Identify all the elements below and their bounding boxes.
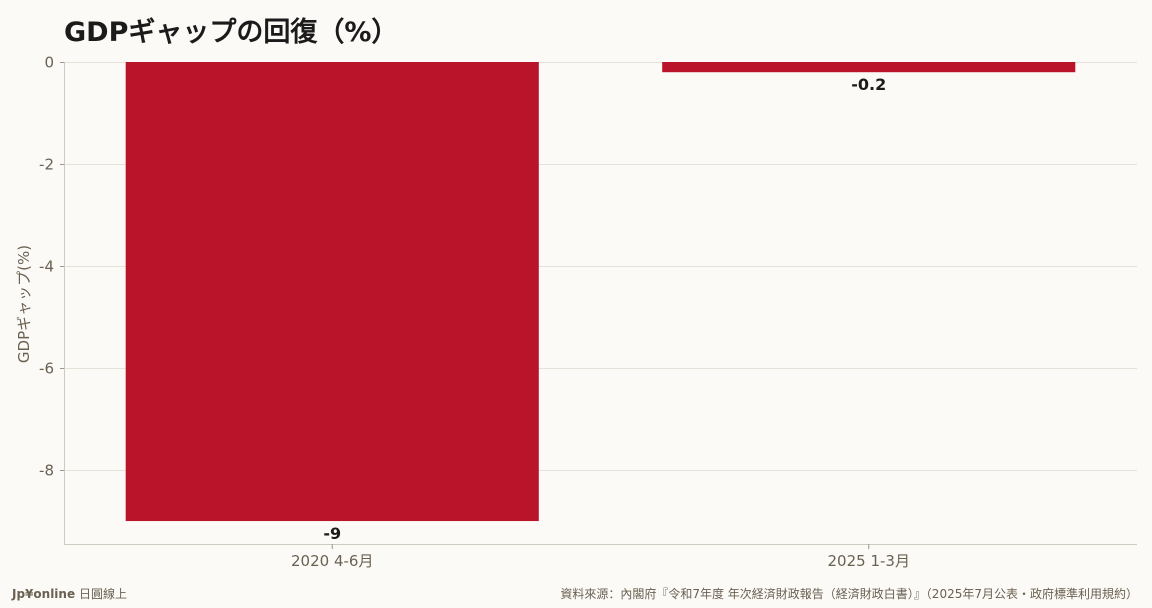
y-tick-label: 0: [44, 54, 54, 72]
data-label: -9: [323, 524, 341, 543]
x-tick-label: 2025 1-3月: [828, 552, 910, 570]
ticks: 0 -2 -4 -6 -8 2020 4-6月 2025 1-3月: [39, 54, 910, 571]
bar: [662, 62, 1076, 73]
data-labels: -9 -0.2: [323, 75, 886, 543]
footer-brand: Jp¥online 日圓線上: [12, 585, 127, 602]
data-label: -0.2: [851, 75, 886, 94]
y-tick-label: -8: [39, 462, 54, 480]
brand-name: Jp¥online: [12, 587, 76, 601]
y-tick-label: -4: [39, 258, 54, 276]
chart-title: GDPギャップの回復（%）: [64, 17, 399, 48]
axes: GDPギャップ(%): [15, 62, 1137, 545]
footer-source: 資料來源：內閣府『令和7年度 年次経済財政報告（経済財政白書）』（2025年7月…: [560, 587, 1138, 601]
y-tick-label: -6: [39, 360, 54, 378]
x-tick-label: 2020 4-6月: [291, 552, 373, 570]
y-axis-label: GDPギャップ(%): [15, 245, 33, 363]
brand-suffix: 日圓線上: [78, 587, 127, 601]
y-tick-label: -2: [39, 156, 54, 174]
bar: [125, 62, 539, 522]
bars: [125, 62, 1076, 522]
